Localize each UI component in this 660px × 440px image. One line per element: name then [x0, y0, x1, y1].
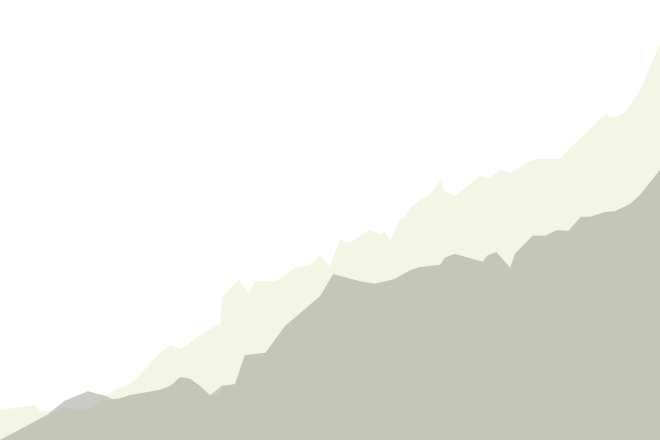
area-series-3: [0, 169, 660, 440]
